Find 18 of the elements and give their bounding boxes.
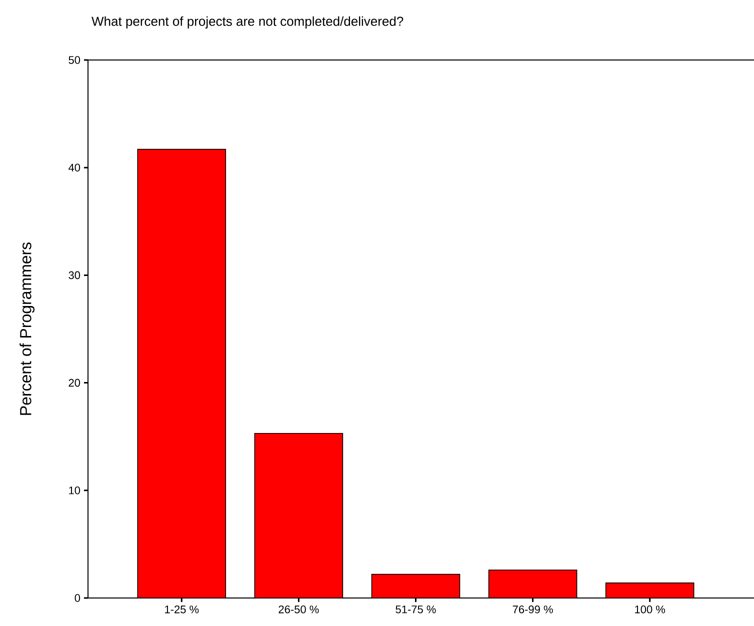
y-axis-title: Percent of Programmers (20, 242, 34, 415)
chart-title: What percent of projects are not completed/delivered? (92, 16, 404, 29)
y-tick-label: 50 (68, 56, 80, 64)
y-tick-label: 0 (74, 594, 80, 602)
y-tick-label: 20 (68, 378, 80, 387)
bar (488, 570, 578, 598)
x-tick-label: 100 % (635, 606, 666, 614)
x-tick-label: 51-75 % (396, 606, 436, 614)
bar (137, 148, 226, 598)
y-tick-label: 40 (68, 164, 80, 172)
bar (254, 432, 344, 598)
bar (371, 574, 460, 598)
y-tick-label: 10 (69, 486, 80, 494)
x-tick-label: 1-25 % (165, 606, 199, 614)
bar (605, 582, 694, 598)
y-tick-label: 30 (68, 271, 80, 280)
x-tick-label: 26-50 % (278, 606, 319, 614)
x-tick-label: 76-99 % (512, 606, 553, 614)
